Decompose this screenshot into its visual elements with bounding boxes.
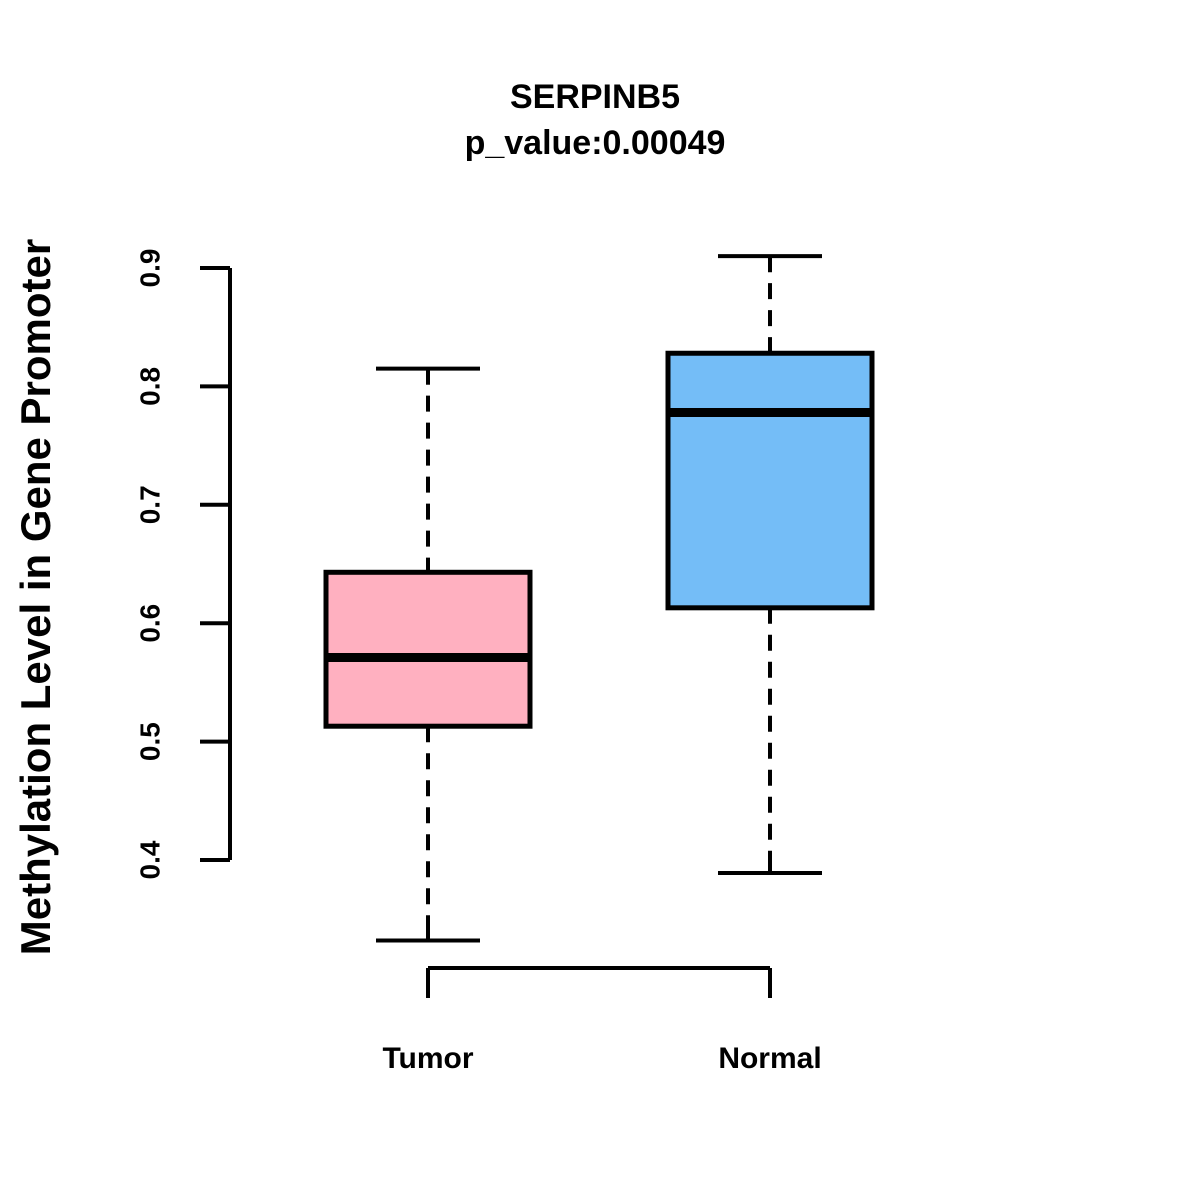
y-axis-tick-label: 0.8 xyxy=(135,367,166,406)
box-tumor xyxy=(323,569,533,729)
chart-title-block: SERPINB5 p_value:0.00049 xyxy=(230,74,960,166)
x-category-label-normal: Normal xyxy=(718,1042,821,1075)
y-axis-tick-label: 0.6 xyxy=(135,604,166,643)
chart-subtitle: p_value:0.00049 xyxy=(464,124,726,162)
y-axis-tick-label: 0.4 xyxy=(135,840,166,879)
y-axis-tick-label: 0.7 xyxy=(135,485,166,524)
chart-title: SERPINB5 xyxy=(509,78,681,116)
x-category-label-tumor: Tumor xyxy=(382,1042,473,1075)
box-normal xyxy=(665,350,875,611)
y-axis-label: Methylation Level in Gene Promoter xyxy=(12,238,59,956)
y-axis-tick-label: 0.5 xyxy=(135,722,166,761)
y-axis-tick-label: 0.9 xyxy=(135,249,166,288)
